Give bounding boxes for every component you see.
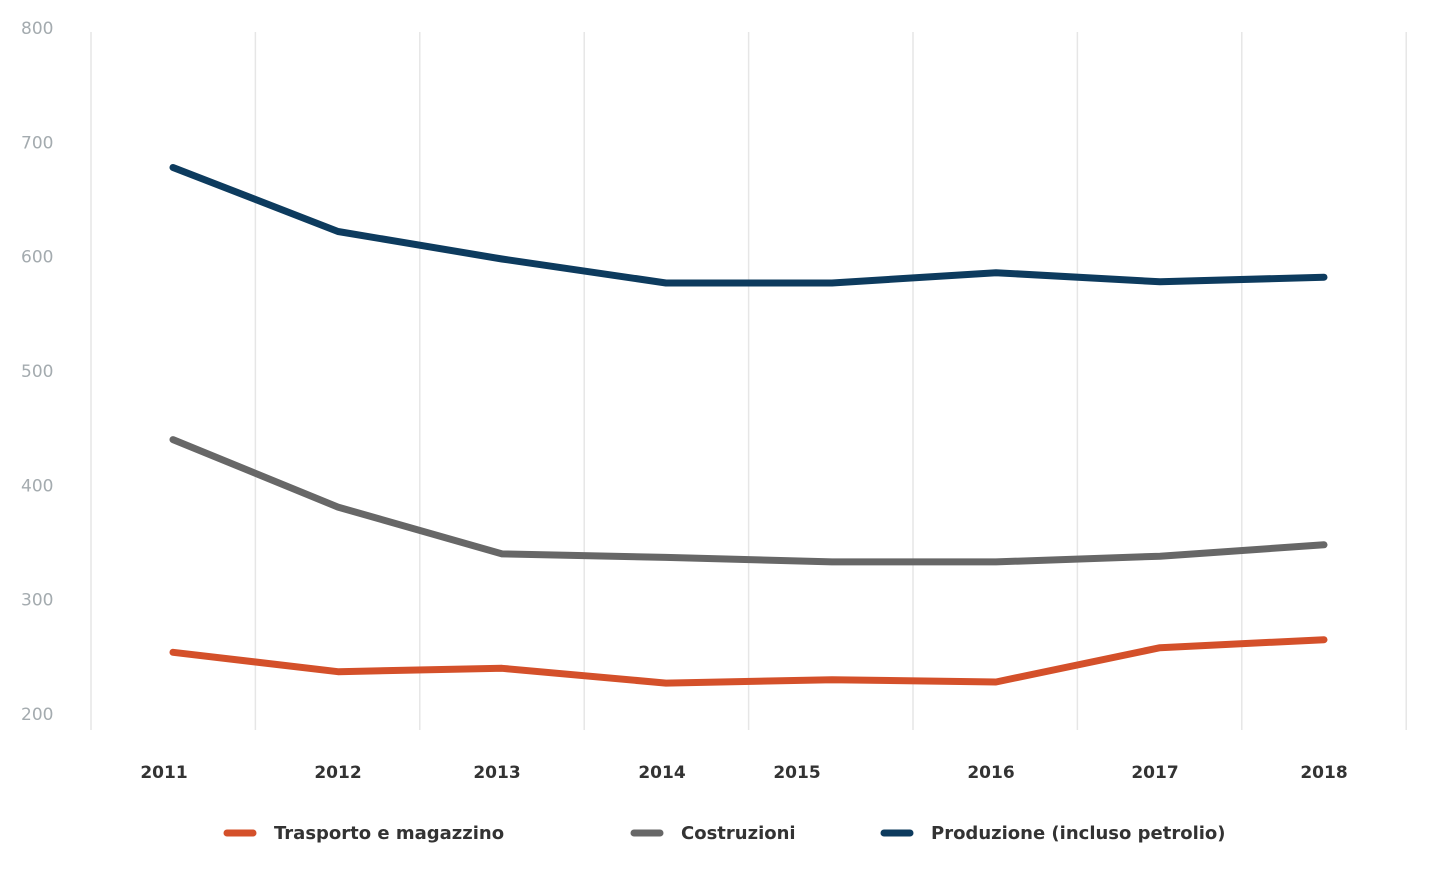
x-tick-label: 2013 (473, 763, 520, 783)
legend-label: Costruzioni (681, 823, 796, 844)
y-tick-label: 500 (21, 362, 53, 382)
series-lines (169, 164, 1328, 687)
legend: Trasporto e magazzino Costruzioni Produzio… (223, 823, 1226, 844)
x-tick-label: 2018 (1300, 763, 1347, 783)
y-tick-label: 300 (21, 591, 53, 611)
y-tick-label: 200 (21, 705, 53, 725)
legend-item: Produzione (incluso petrolio) (880, 823, 1226, 844)
x-tick-label: 2015 (773, 763, 820, 783)
y-tick-label: 800 (21, 19, 53, 39)
x-tick-label: 2017 (1131, 763, 1178, 783)
legend-label: Produzione (incluso petrolio) (931, 823, 1226, 844)
x-tick-label: 2011 (140, 763, 187, 783)
x-tick-label: 2012 (314, 763, 361, 783)
x-axis: 2011 2012 2013 2014 2015 2016 2017 2018 (140, 763, 1347, 783)
x-tick-label: 2014 (638, 763, 685, 783)
series-line-trasporto-e-magazzino (169, 636, 1328, 687)
x-tick-label: 2016 (967, 763, 1014, 783)
grid-lines (90, 32, 1407, 730)
legend-label: Trasporto e magazzino (274, 823, 504, 844)
y-tick-label: 700 (21, 133, 53, 153)
series-line-costruzioni (169, 436, 1328, 566)
legend-item: Trasporto e magazzino (223, 823, 504, 844)
y-tick-label: 400 (21, 476, 53, 496)
y-tick-label: 600 (21, 248, 53, 268)
y-axis: 200 300 400 500 600 700 800 (21, 19, 53, 725)
series-line-produzione-incluso-petrolio (169, 164, 1328, 287)
legend-item: Costruzioni (630, 823, 796, 844)
